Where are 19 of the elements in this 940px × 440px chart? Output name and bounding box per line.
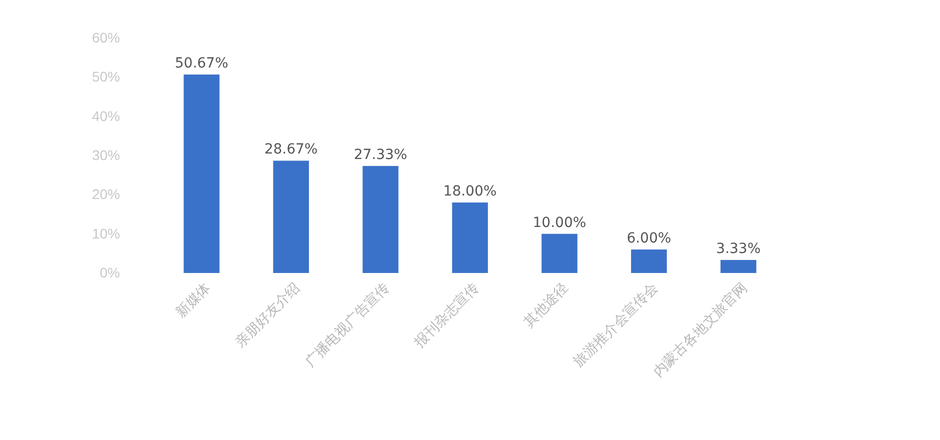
data-label: 28.67% (264, 142, 318, 158)
data-label: 27.33% (354, 146, 408, 163)
bar (542, 234, 578, 273)
bar (720, 260, 756, 273)
data-label: 3.33% (716, 240, 761, 257)
bar (184, 74, 220, 273)
x-tick-label: 报刊杂志宣传 (410, 279, 482, 351)
data-label: 18.00% (443, 184, 497, 200)
bar (452, 202, 488, 273)
bar (631, 250, 667, 273)
data-label: 10.00% (532, 214, 586, 231)
bar (362, 166, 398, 273)
x-tick-label: 亲朋好友介绍 (232, 279, 303, 350)
x-tick-label: 广播电视广告宣传 (302, 279, 392, 370)
x-tick-label: 新媒体 (172, 279, 214, 320)
data-label: 50.67% (174, 56, 228, 72)
x-tick-label: 其他途径 (520, 279, 572, 330)
data-label: 6.00% (626, 230, 672, 246)
bar (273, 160, 309, 273)
